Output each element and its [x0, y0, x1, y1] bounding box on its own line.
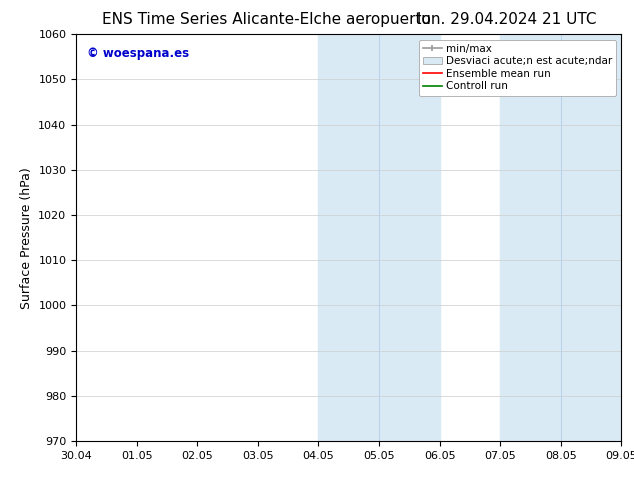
Text: lun. 29.04.2024 21 UTC: lun. 29.04.2024 21 UTC — [417, 12, 597, 27]
Legend: min/max, Desviaci acute;n est acute;ndar, Ensemble mean run, Controll run: min/max, Desviaci acute;n est acute;ndar… — [418, 40, 616, 96]
Bar — [318, 34, 439, 441]
Bar — [500, 34, 621, 441]
Text: © woespana.es: © woespana.es — [87, 47, 189, 59]
Text: ENS Time Series Alicante-Elche aeropuerto: ENS Time Series Alicante-Elche aeropuert… — [102, 12, 430, 27]
Y-axis label: Surface Pressure (hPa): Surface Pressure (hPa) — [20, 167, 33, 309]
